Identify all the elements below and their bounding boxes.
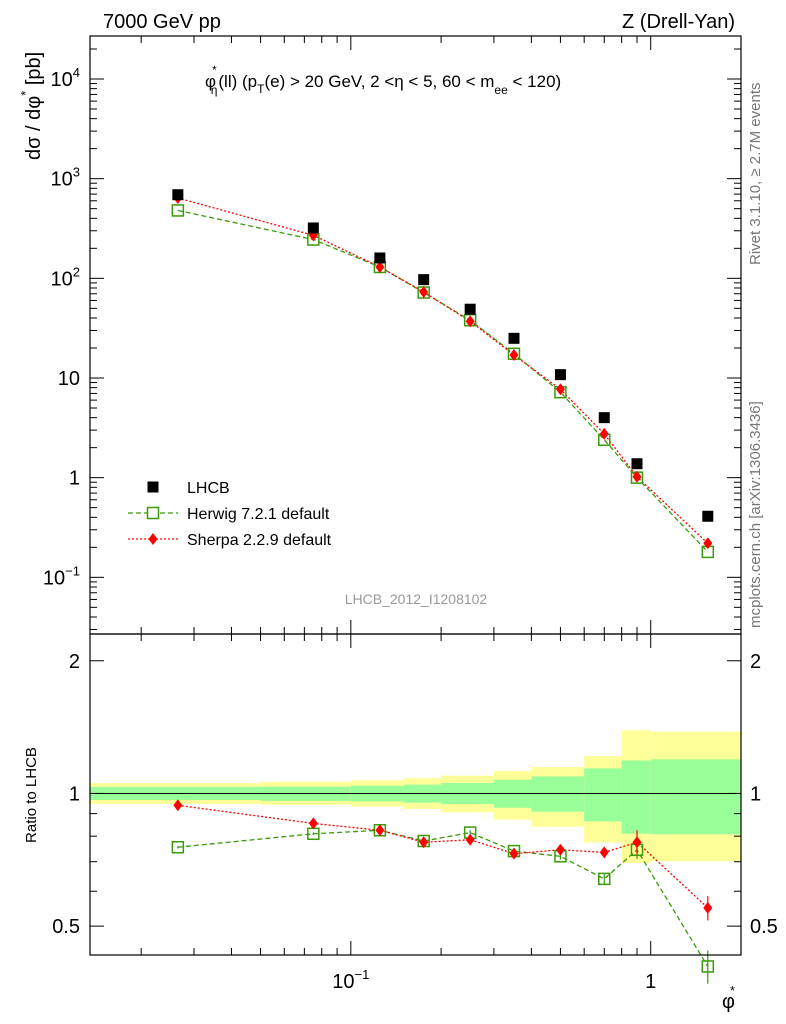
sherpa-ratio-point: [375, 824, 385, 837]
y-tick-label: 104: [51, 65, 80, 91]
sherpa-point: [509, 349, 519, 362]
y-tick-label: 103: [51, 165, 80, 191]
herwig-point: [171, 204, 185, 217]
herwig-ratio-point: [701, 960, 715, 973]
sherpa-point: [419, 285, 429, 298]
uncertainty-band-inner: [531, 776, 585, 812]
uncertainty-band-inner: [650, 759, 741, 835]
data-point: [418, 274, 430, 286]
data-point: [374, 252, 386, 264]
ratio-y-tick-label-right: 2: [750, 651, 761, 673]
sherpa-ratio-point: [555, 843, 565, 856]
ratio-y-axis-label: Ratio to LHCB: [23, 747, 40, 843]
data-point: [554, 369, 566, 381]
y-tick-label: 1: [69, 468, 80, 490]
legend-data-marker: [147, 481, 159, 493]
sherpa-point: [555, 383, 565, 396]
legend-herwig-marker: [146, 506, 160, 520]
data-point: [508, 332, 520, 344]
sherpa-point: [599, 427, 609, 440]
sherpa-ratio-point: [308, 817, 318, 830]
data-point: [307, 222, 319, 234]
sherpa-ratio-point: [599, 846, 609, 859]
legend-sherpa-marker: [148, 533, 158, 545]
sherpa-ratio-point: [632, 836, 642, 849]
herwig-line: [177, 209, 709, 553]
sherpa-point: [465, 315, 475, 328]
main-y-axis-label: dσ / dφ* [pb]: [18, 52, 45, 160]
ratio-y-tick-label: 1: [69, 783, 80, 805]
sherpa-line: [177, 197, 709, 544]
sherpa-ratio-line: [177, 804, 709, 909]
ratio-y-tick-label: 0.5: [52, 916, 80, 938]
sherpa-point: [703, 537, 713, 550]
data-point: [598, 412, 610, 424]
legend-label: LHCB: [187, 480, 230, 497]
ratio-y-tick-label-right: 1: [750, 783, 761, 805]
sherpa-ratio-point: [173, 799, 183, 812]
process-label: Z (Drell-Yan): [622, 11, 735, 33]
sherpa-ratio-point: [703, 901, 713, 914]
legend-label: Herwig 7.2.1 default: [187, 506, 330, 523]
uncertainty-band-inner: [621, 760, 651, 834]
herwig-ratio-line: [177, 829, 709, 967]
herwig-ratio-point: [171, 840, 185, 854]
ratio-plot-frame: [89, 633, 742, 956]
uncertainty-band-inner: [584, 768, 622, 822]
x-tick-label: 1: [645, 971, 656, 993]
y-tick-label: 10: [58, 368, 80, 390]
sherpa-ratio-point: [419, 836, 429, 849]
herwig-ratio-point: [598, 872, 611, 886]
x-tick-label: 10−1: [332, 967, 369, 993]
sherpa-point: [375, 260, 385, 273]
energy-label: 7000 GeV pp: [103, 11, 221, 33]
ratio-y-tick-label-right: 0.5: [750, 916, 778, 938]
rivet-label: Rivet 3.1.10, ≥ 2.7M events: [747, 83, 764, 266]
data-point: [631, 458, 643, 470]
y-tick-label: 10−1: [43, 563, 80, 589]
sherpa-ratio-point: [509, 847, 519, 860]
ratio-y-tick-label: 2: [69, 651, 80, 673]
data-point: [464, 303, 476, 315]
sherpa-point: [632, 470, 642, 483]
mcplots-label: mcplots.cern.ch [arXiv:1306.3436]: [747, 401, 764, 628]
plot-title: φ* η(ll) (pT(e) > 20 GeV, 2 <η < 5, 60 < …: [205, 63, 561, 97]
data-point: [172, 189, 184, 201]
y-tick-label: 102: [51, 264, 80, 290]
analysis-id-label: LHCB_2012_I1208102: [345, 591, 488, 607]
legend-label: Sherpa 2.2.9 default: [187, 532, 332, 549]
sherpa-ratio-point: [465, 833, 475, 846]
x-axis-label: φ*: [722, 983, 735, 1013]
data-point: [702, 510, 714, 522]
